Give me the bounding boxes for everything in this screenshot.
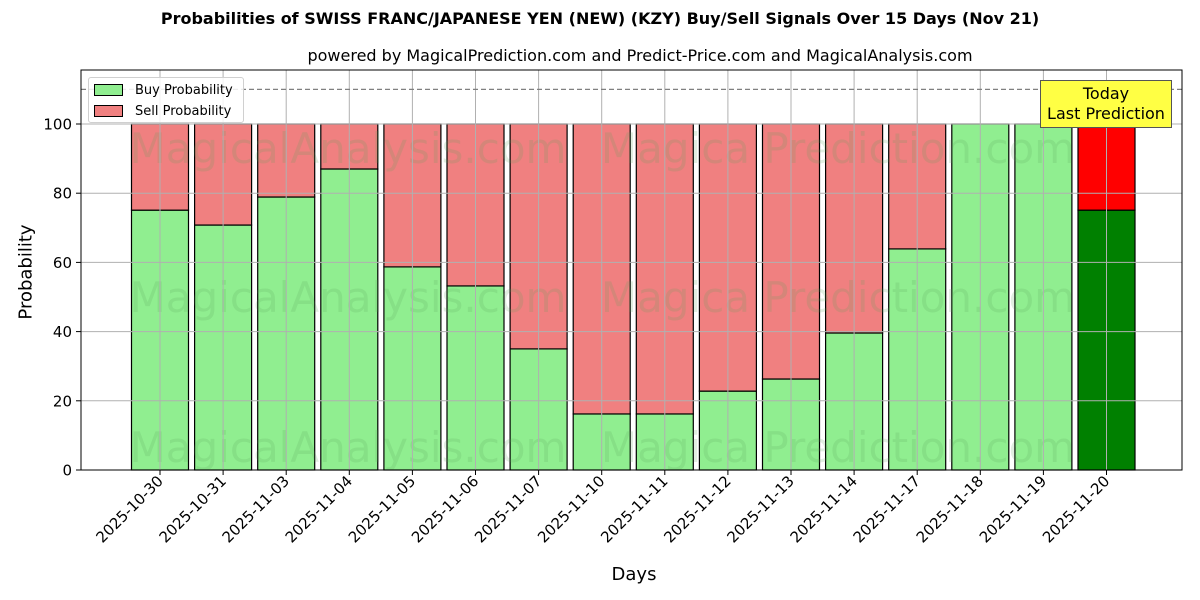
x-tick-label: 2025-11-11	[597, 472, 671, 546]
x-tick-label: 2025-11-17	[850, 472, 924, 546]
x-tick-label: 2025-11-19	[976, 472, 1050, 546]
x-tick-label: 2025-10-31	[156, 472, 230, 546]
x-tick-label: 2025-11-14	[787, 472, 861, 546]
annotation-line-2: Last Prediction	[1047, 104, 1165, 123]
x-tick-label: 2025-11-10	[534, 472, 608, 546]
x-tick-label: 2025-11-04	[282, 472, 356, 546]
legend-sell-label: Sell Probability	[135, 103, 232, 119]
legend-item-buy: Buy Probability	[94, 81, 233, 99]
x-tick-label: 2025-11-20	[1039, 472, 1113, 546]
chart-title: Probabilities of SWISS FRANC/JAPANESE YE…	[160, 9, 1040, 28]
y-tick-label: 40	[53, 323, 72, 341]
sell-swatch-icon	[94, 105, 123, 117]
x-tick-label: 2025-11-06	[408, 472, 482, 546]
y-tick-label: 100	[43, 116, 72, 134]
x-tick-label: 2025-11-07	[471, 472, 545, 546]
x-tick-label: 2025-11-13	[723, 472, 797, 546]
watermark: MagicalAnalysis.com	[130, 273, 567, 322]
plot-frame	[80, 69, 1183, 471]
y-tick-label: 0	[62, 462, 72, 480]
today-annotation: Today Last Prediction	[1040, 80, 1172, 128]
x-tick-label: 2025-10-30	[92, 472, 166, 546]
x-axis-label: Days	[611, 564, 657, 585]
watermark: Magica Prediction.com	[601, 273, 1075, 322]
y-tick-label: 20	[53, 392, 72, 410]
y-tick-label: 80	[53, 185, 72, 203]
x-tick-label: 2025-11-18	[913, 472, 987, 546]
buy-swatch-icon	[94, 84, 123, 96]
chart-subtitle: powered by MagicalPrediction.com and Pre…	[307, 46, 973, 65]
x-tick-label: 2025-11-03	[219, 472, 293, 546]
watermark: MagicalAnalysis.com	[130, 423, 567, 472]
legend-buy-label: Buy Probability	[135, 82, 233, 98]
y-axis-label: Probability	[15, 224, 37, 320]
annotation-line-1: Today	[1082, 84, 1130, 103]
y-tick-label: 60	[53, 254, 72, 272]
x-tick-label: 2025-11-12	[660, 472, 734, 546]
watermark: Magica Prediction.com	[601, 423, 1075, 472]
watermark: Magica Prediction.com	[601, 124, 1075, 173]
watermark: MagicalAnalysis.com	[130, 124, 567, 173]
x-tick-label: 2025-11-05	[345, 472, 419, 546]
chart-legend: Buy Probability Sell Probability	[88, 77, 244, 123]
legend-item-sell: Sell Probability	[94, 102, 231, 120]
